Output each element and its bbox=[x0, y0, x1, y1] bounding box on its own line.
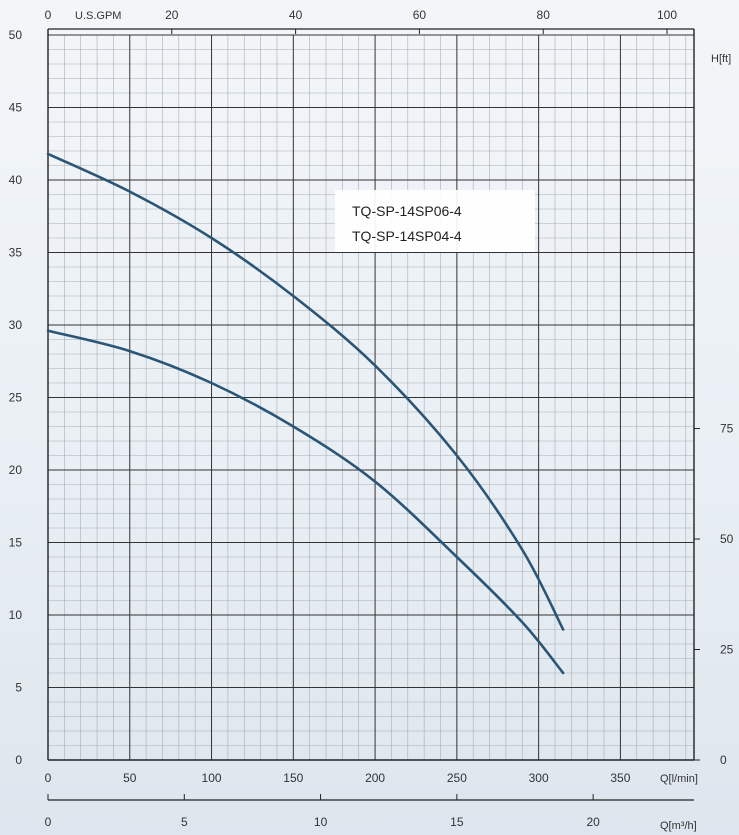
top-tick-label: 40 bbox=[289, 8, 303, 22]
x-tick-label: 250 bbox=[447, 771, 467, 785]
top-tick-label: 80 bbox=[537, 8, 551, 22]
legend-entry-14sp06: TQ-SP-14SP06-4 bbox=[352, 203, 462, 219]
y-tick-label: 25 bbox=[9, 391, 23, 405]
right-tick-label: 25 bbox=[720, 643, 734, 657]
y-tick-label: 15 bbox=[9, 536, 23, 550]
bottom-axis2-tick-label: 0 bbox=[45, 815, 52, 829]
x-tick-label: 100 bbox=[202, 771, 222, 785]
curve-14sp06 bbox=[46, 152, 565, 631]
right-axis-label: H[ft] bbox=[711, 53, 731, 65]
x-tick-label: 350 bbox=[610, 771, 630, 785]
top-tick-label: 0 bbox=[45, 8, 52, 22]
curve-14sp04 bbox=[46, 329, 565, 675]
x-axis-label: Q[l/min] bbox=[660, 773, 698, 785]
top-tick-label: 60 bbox=[413, 8, 427, 22]
legend-entry-14sp04: TQ-SP-14SP04-4 bbox=[352, 228, 462, 244]
x-tick-label: 50 bbox=[123, 771, 137, 785]
y-tick-label: 0 bbox=[15, 753, 22, 767]
legend: TQ-SP-14SP06-4 TQ-SP-14SP04-4 bbox=[335, 190, 535, 252]
y-tick-label: 40 bbox=[9, 173, 23, 187]
y-tick-label: 30 bbox=[9, 318, 23, 332]
bottom-axis2-tick-label: 20 bbox=[586, 815, 600, 829]
bottom-axis2-tick-label: 5 bbox=[181, 815, 188, 829]
y-tick-label: 10 bbox=[9, 608, 23, 622]
x-tick-label: 200 bbox=[365, 771, 385, 785]
top-tick-label: 20 bbox=[165, 8, 179, 22]
bottom-axis2-label: Q[m³/h] bbox=[660, 820, 697, 832]
curves bbox=[46, 152, 565, 675]
right-tick-label: 50 bbox=[720, 532, 734, 546]
y-tick-label: 5 bbox=[15, 681, 22, 695]
x-tick-label: 0 bbox=[45, 771, 52, 785]
axes bbox=[47, 28, 700, 801]
x-tick-label: 150 bbox=[283, 771, 303, 785]
y-tick-label: 20 bbox=[9, 463, 23, 477]
y-tick-label: 50 bbox=[9, 28, 23, 42]
bottom-axis2-tick-label: 15 bbox=[450, 815, 464, 829]
x-tick-label: 300 bbox=[529, 771, 549, 785]
major-grid bbox=[48, 34, 694, 760]
top-axis-label: U.S.GPM bbox=[75, 10, 121, 22]
right-tick-label: 0 bbox=[720, 753, 727, 767]
y-tick-label: 45 bbox=[9, 101, 23, 115]
bottom-axis2-tick-label: 10 bbox=[314, 815, 328, 829]
top-tick-label: 100 bbox=[657, 8, 677, 22]
legend-box bbox=[335, 190, 535, 252]
right-tick-label: 75 bbox=[720, 422, 734, 436]
y-tick-label: 35 bbox=[9, 246, 23, 260]
